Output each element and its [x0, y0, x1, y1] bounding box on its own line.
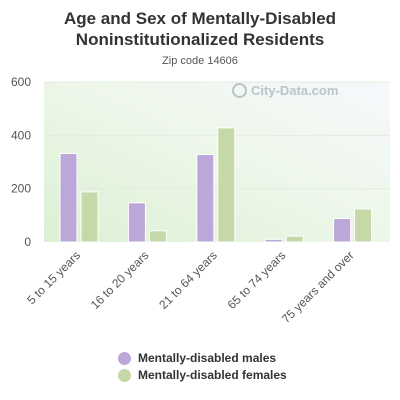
x-tick-label: 21 to 64 years	[156, 248, 220, 312]
bar-females	[148, 230, 167, 243]
y-tick-label: 600	[11, 75, 31, 89]
y-tick-label: 400	[11, 128, 31, 142]
x-tick-label: 5 to 15 years	[24, 248, 83, 307]
legend-label-females: Mentally-disabled females	[138, 368, 287, 382]
legend-swatch-males	[118, 351, 131, 365]
x-tick-label: 16 to 20 years	[88, 248, 152, 312]
legend-item-males: Mentally-disabled males	[118, 350, 287, 366]
bar-males	[127, 202, 146, 243]
legend-item-females: Mentally-disabled females	[118, 367, 287, 383]
chart-subtitle: Zip code 14606	[162, 55, 238, 67]
bar-males	[59, 152, 78, 243]
bar-females	[80, 191, 99, 243]
watermark-text: City-Data.com	[251, 83, 339, 98]
bar-males	[264, 238, 283, 243]
bar-females	[285, 235, 304, 243]
plot-area	[44, 82, 390, 242]
legend-swatch-females	[118, 368, 131, 382]
bar-females	[354, 208, 373, 243]
chart-title: Age and Sex of Mentally-Disabled Noninsti…	[63, 9, 337, 49]
legend: Mentally-disabled males Mentally-disable…	[118, 350, 287, 384]
y-tick-label: 200	[11, 182, 31, 196]
x-tick-label: 75 years and over	[279, 248, 357, 326]
watermark: City-Data.com	[232, 83, 338, 98]
bar-females	[217, 127, 236, 243]
legend-label-males: Mentally-disabled males	[138, 351, 277, 365]
bar-males	[196, 154, 215, 243]
bar-males	[333, 218, 352, 243]
x-tick-label: 65 to 74 years	[225, 248, 289, 312]
y-tick-label: 0	[24, 235, 31, 249]
magnifier-icon	[232, 83, 247, 98]
